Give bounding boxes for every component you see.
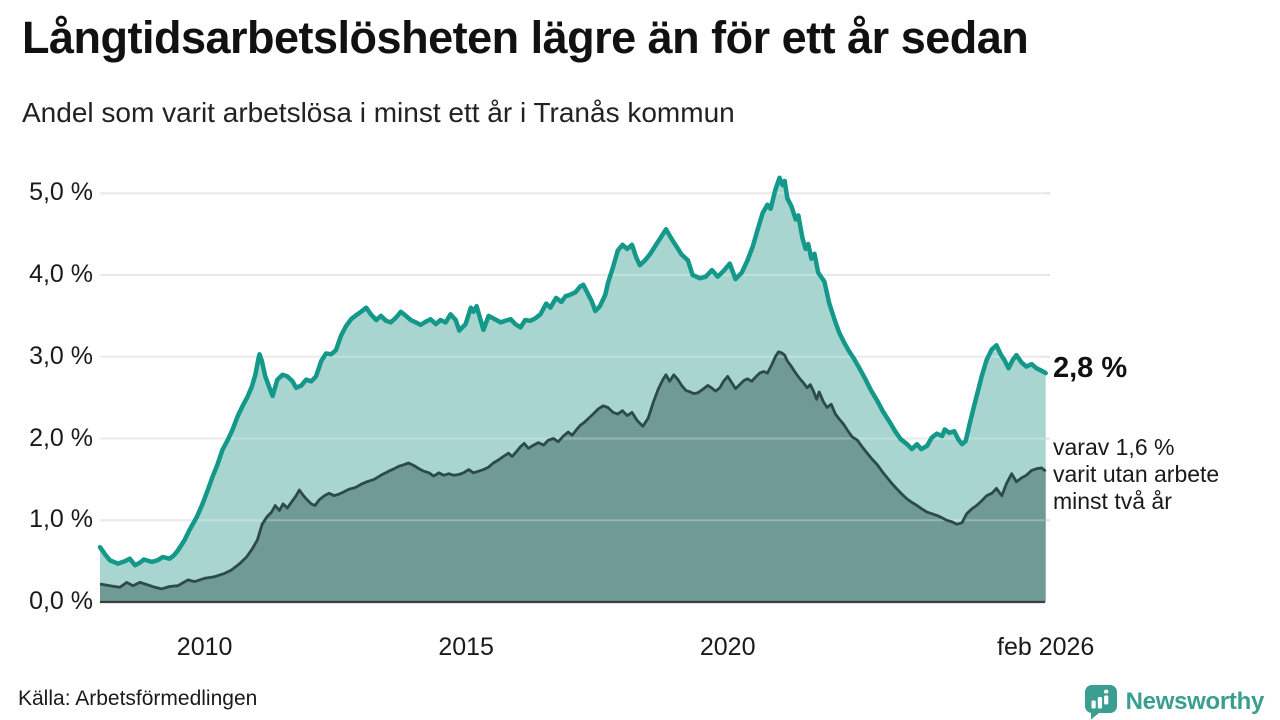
line-minst-tva-ar: [99, 350, 1047, 591]
source-credit: Källa: Arbetsförmedlingen: [18, 687, 258, 710]
subset-annotation-line2: varit utan arbete: [1053, 461, 1220, 487]
latest-value-label: 2,8 %: [1053, 352, 1128, 384]
y-axis-label: 3,0 %: [29, 341, 93, 370]
page-subtitle: Andel som varit arbetslösa i minst ett å…: [22, 97, 735, 128]
area-minst-tva-ar: [100, 351, 1046, 602]
page-title: Långtidsarbetslösheten lägre än för ett …: [22, 12, 1029, 63]
x-axis-label: feb 2026: [997, 633, 1095, 661]
subset-annotation-line3: minst två år: [1053, 488, 1172, 514]
y-axis-label: 4,0 %: [29, 260, 93, 289]
y-axis-label: 2,0 %: [29, 423, 93, 452]
x-axis-label: 2015: [438, 633, 494, 661]
y-axis-label: 1,0 %: [29, 505, 93, 534]
subset-value-annotation: varav 1,6 % varit utan arbete minst två …: [1053, 434, 1219, 515]
newsworthy-logo: Newsworthy: [1084, 684, 1264, 720]
subset-annotation-line1: varav 1,6 %: [1053, 434, 1175, 460]
newsworthy-bubble-icon: [1084, 685, 1117, 720]
y-axis-label: 0,0 %: [29, 587, 93, 615]
newsworthy-wordmark: Newsworthy: [1125, 688, 1265, 715]
x-axis-label: 2010: [176, 633, 233, 661]
line-minst-ett-ar: [97, 175, 1048, 568]
x-axis-label: 2020: [699, 633, 756, 661]
y-axis-label: 5,0 %: [29, 178, 93, 207]
